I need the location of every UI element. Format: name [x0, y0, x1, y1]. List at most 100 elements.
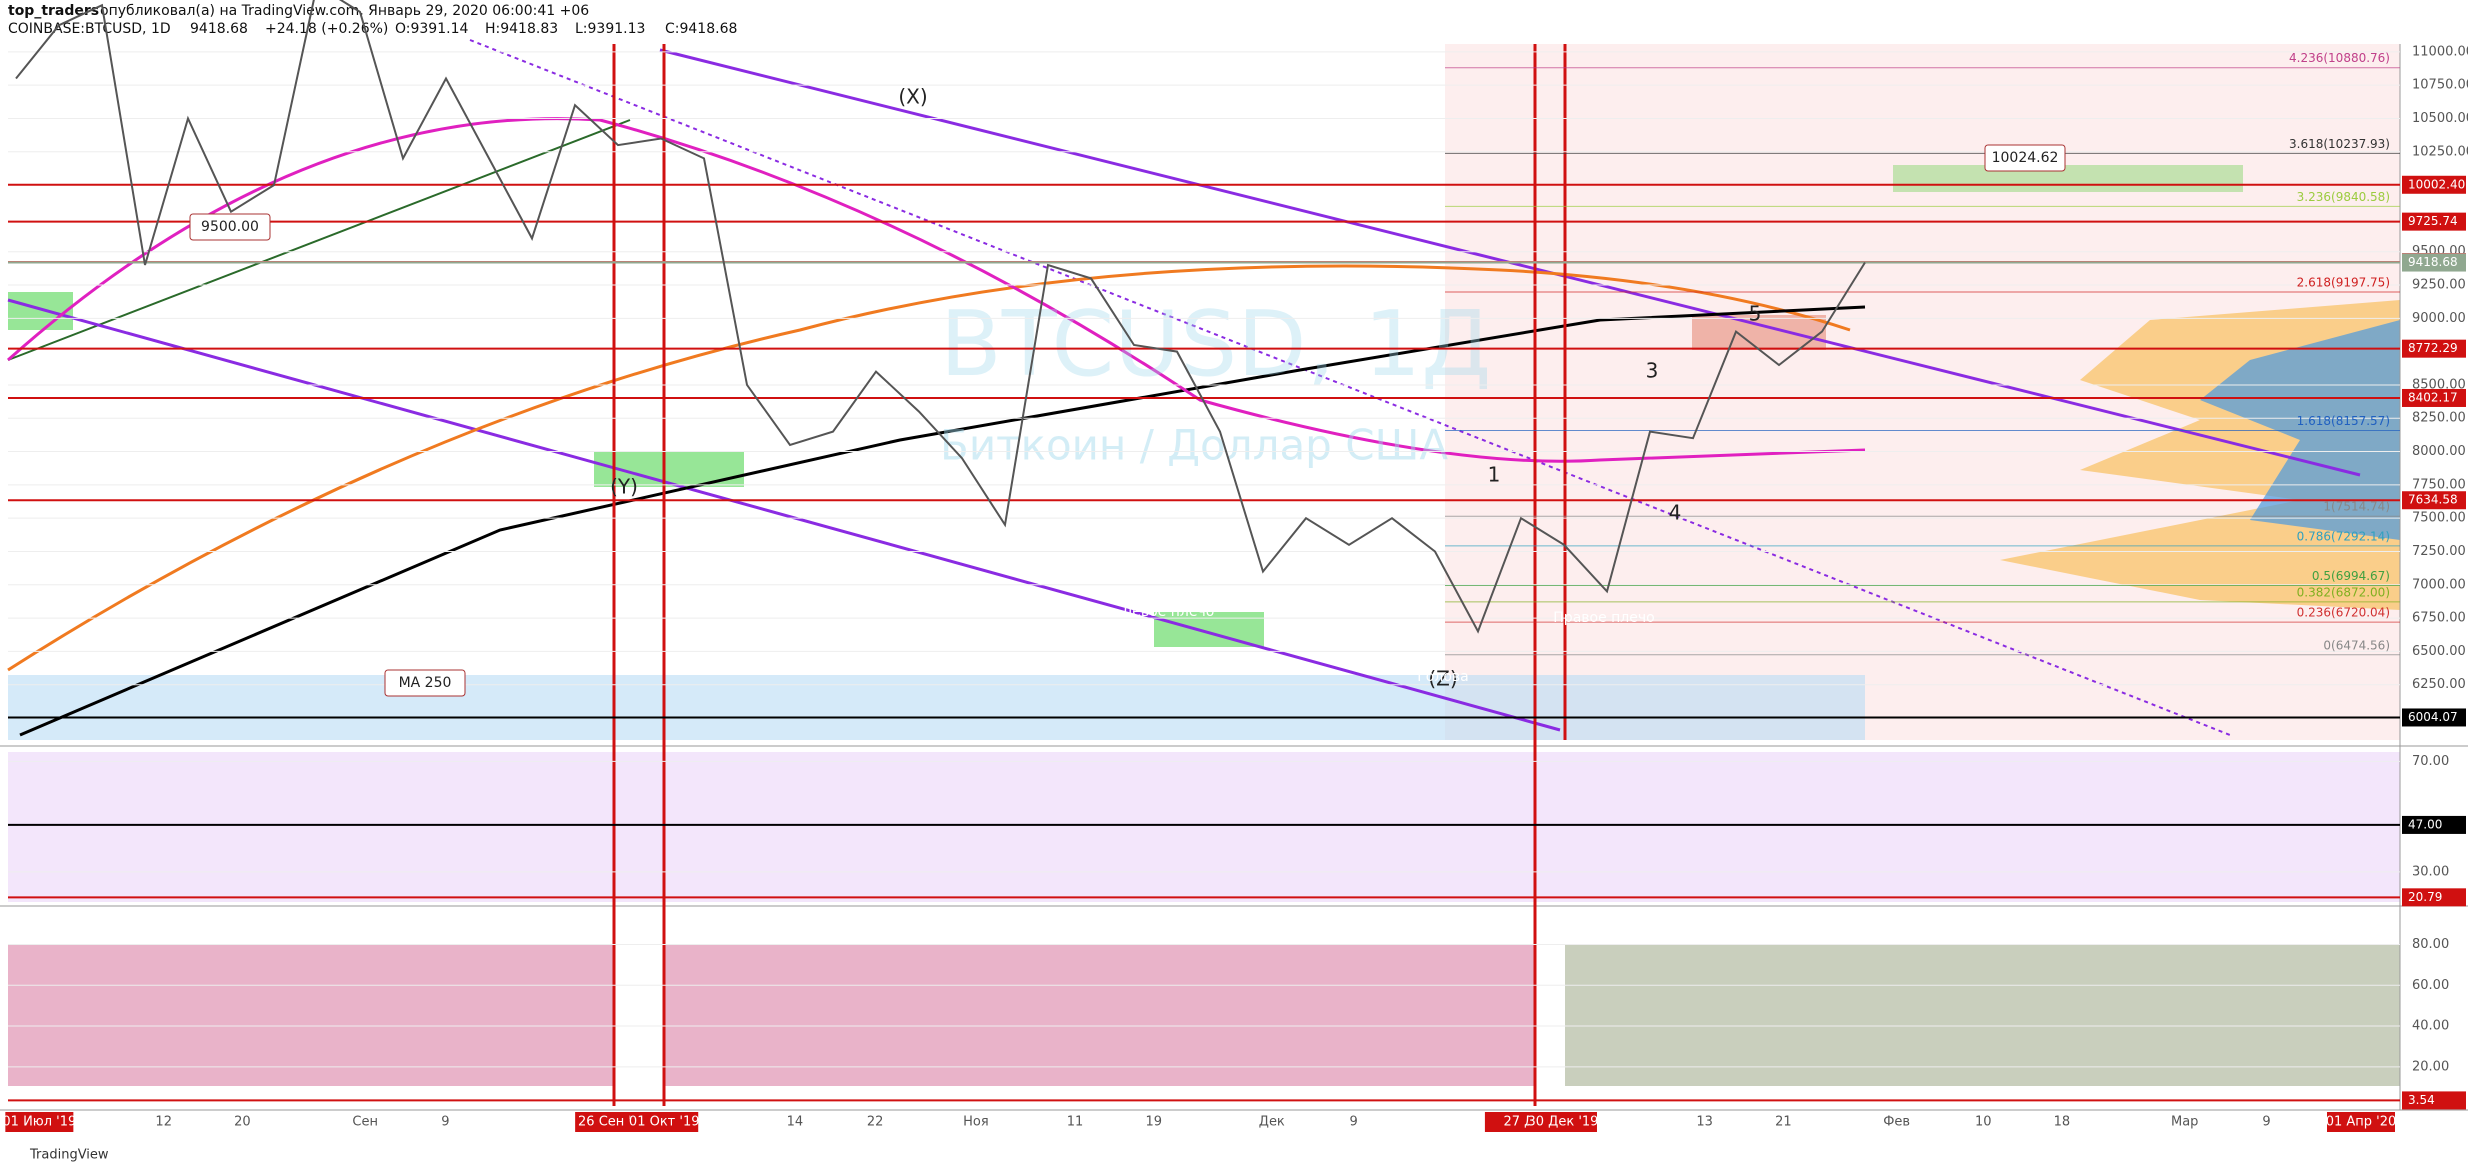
- level-label: 7634.58: [2408, 493, 2458, 507]
- annotation: 9500.00: [201, 219, 259, 235]
- fib-label: 3.236(9840.58): [2297, 190, 2390, 204]
- x-tick-label: 01 Июл '19: [2, 1115, 76, 1130]
- x-tick-label: 30 Дек '19: [1528, 1115, 1599, 1130]
- channel-line: [469, 39, 2231, 736]
- level-label: 20.79: [2408, 890, 2442, 904]
- annotation-box: [384, 669, 466, 697]
- x-tick-label: 13: [1696, 1115, 1713, 1130]
- x-tick-label: 18: [2054, 1115, 2071, 1130]
- level-tag: [2402, 1091, 2466, 1110]
- level-tag: [2402, 491, 2466, 510]
- annotation: Голова: [1417, 669, 1468, 685]
- annotation: 10024.62: [1992, 150, 2059, 166]
- y-tick-label: 6750.00: [2412, 611, 2466, 626]
- y-tick-label: 8000.00: [2412, 444, 2466, 459]
- x-tick-label: Сен: [352, 1115, 378, 1130]
- level-tag: [2402, 815, 2466, 834]
- x-tick-label: 01 Окт '19: [629, 1115, 700, 1130]
- annotation: 4: [1669, 501, 1682, 525]
- level-label: 10002.40: [2408, 177, 2465, 191]
- low: L:9391.13: [575, 21, 645, 37]
- resistance-box: [1692, 315, 1826, 350]
- y-tick-label: 60.00: [2412, 978, 2449, 993]
- stoch-zone: [1565, 944, 2400, 1086]
- level-tag: [2402, 388, 2466, 407]
- y-tick-label: 9250.00: [2412, 278, 2466, 293]
- annotation: 3: [1646, 359, 1659, 383]
- x-tag: [1528, 1112, 1597, 1132]
- x-tick-label: Дек: [1259, 1115, 1285, 1130]
- rsi-pane: [8, 752, 2400, 902]
- ma-line: [7, 117, 1866, 463]
- y-tick-label: 10500.00: [2412, 111, 2468, 126]
- fib-label: 2.618(9197.75): [2297, 275, 2390, 289]
- open: O:9391.14: [395, 21, 468, 37]
- x-tick-label: 21: [1775, 1115, 1792, 1130]
- level-tag: [2402, 212, 2466, 231]
- x-tick-label: 9: [2262, 1115, 2270, 1130]
- fib-label: 3.618(10237.93): [2289, 137, 2390, 151]
- symbol: COINBASE:BTCUSD, 1D: [8, 21, 171, 37]
- annotation-box: [189, 213, 271, 241]
- high: H:9418.83: [485, 21, 558, 37]
- fib-label: 4.236(10880.76): [2289, 51, 2390, 65]
- fib-label: 0.5(6994.67): [2312, 569, 2390, 583]
- fib-label: 0.382(6872.00): [2297, 585, 2390, 599]
- annotation: (Z): [1428, 667, 1457, 691]
- y-tick-label: 10750.00: [2412, 78, 2468, 93]
- price: 9418.68: [190, 21, 248, 37]
- watermark-subtitle: Биткоин / Доллар США: [940, 421, 1448, 470]
- y-tick-label: 7500.00: [2412, 511, 2466, 526]
- stoch-zone: [664, 944, 1535, 1086]
- x-tick-label: 19: [1145, 1115, 1162, 1130]
- y-tick-label: 9000.00: [2412, 311, 2466, 326]
- annotation-box: [1984, 144, 2066, 172]
- fib-label: 0.236(6720.04): [2297, 606, 2390, 620]
- y-tick-label: 7000.00: [2412, 577, 2466, 592]
- x-tick-label: 12: [155, 1115, 172, 1130]
- x-tag: [575, 1112, 644, 1132]
- x-tag: [2327, 1112, 2395, 1132]
- ma-line: [7, 264, 1851, 672]
- x-tick-label: Ноя: [963, 1115, 989, 1130]
- level-label: 8402.17: [2408, 390, 2458, 404]
- annotation: MA 250: [399, 675, 452, 691]
- level-tag: [2402, 175, 2466, 194]
- y-tick-label: 30.00: [2412, 864, 2449, 879]
- annotation: 1: [1488, 463, 1501, 487]
- x-tick-label: 14: [787, 1115, 804, 1130]
- x-tick-label: 10: [1975, 1115, 1992, 1130]
- x-tag: [630, 1112, 699, 1132]
- level-tag: [2402, 708, 2466, 727]
- level-label: 9725.74: [2408, 214, 2458, 228]
- y-tick-label: 20.00: [2412, 1059, 2449, 1074]
- channel-line: [7, 298, 1561, 732]
- y-tick-label: 7250.00: [2412, 544, 2466, 559]
- fib-label: 1.618(8157.57): [2297, 414, 2390, 428]
- author: top_traders: [8, 3, 99, 19]
- fib-label: 0.786(7292.14): [2297, 529, 2390, 543]
- trend-line: [7, 119, 631, 361]
- level-label: 8772.29: [2408, 341, 2458, 355]
- y-tick-label: 10250.00: [2412, 144, 2468, 159]
- x-tick-label: Фев: [1883, 1115, 1910, 1130]
- y-tick-label: 6500.00: [2412, 644, 2466, 659]
- y-tick-label: 8250.00: [2412, 411, 2466, 426]
- x-tick-label: 9: [1349, 1115, 1357, 1130]
- x-tick-label: 11: [1067, 1115, 1084, 1130]
- level-label: 6004.07: [2408, 710, 2458, 724]
- y-tick-label: 40.00: [2412, 1019, 2449, 1034]
- y-tick-label: 70.00: [2412, 754, 2449, 769]
- y-tick-label: 80.00: [2412, 937, 2449, 952]
- annotation: Левое плечо: [1122, 604, 1215, 620]
- x-tick-label: 01 Апр '20: [2326, 1115, 2397, 1130]
- stoch-zone: [8, 944, 614, 1086]
- price-line: [15, 0, 1866, 634]
- annotation: (Y): [610, 475, 638, 499]
- annotation: (X): [898, 85, 927, 109]
- published: опубликовал(а) на TradingView.com, Январ…: [100, 3, 589, 19]
- annotation: 5: [1749, 302, 1762, 326]
- x-tick-label: 27 Д: [1503, 1115, 1534, 1130]
- watermark: BTCUSD, 1Д: [940, 292, 1491, 397]
- level-label: 9418.68: [2408, 255, 2458, 269]
